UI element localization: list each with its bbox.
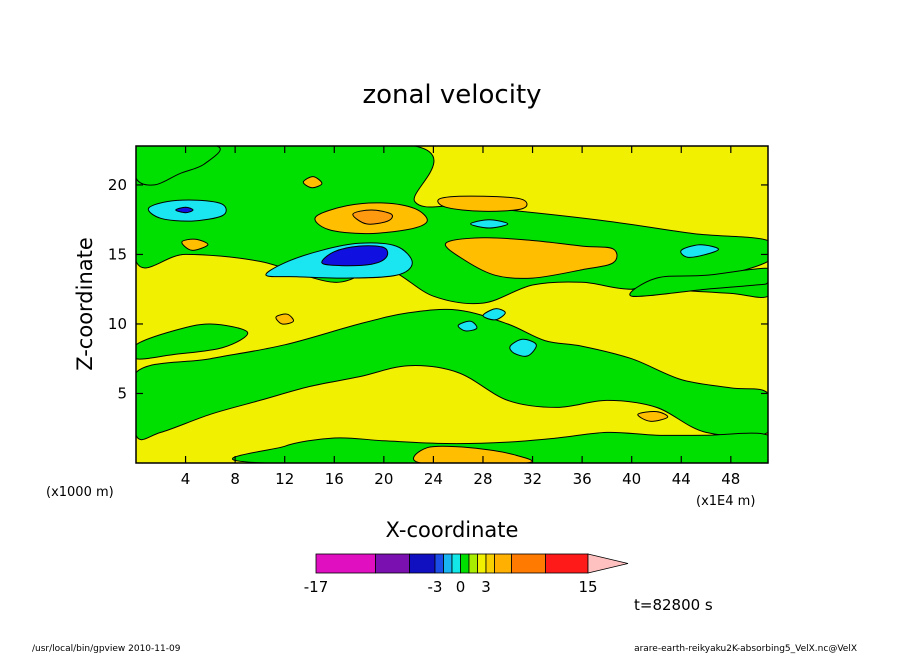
time-label: t=82800 s [634,596,713,614]
y-axis-ticks: 5 10 15 20 [108,176,768,402]
colorbar-segment [434,553,444,574]
colorbar-extend-arrow [587,553,629,574]
contour-region-strong_positive [444,237,618,279]
colorbar-segment [494,553,512,574]
colorbar-tick-label: -17 [304,578,329,596]
x-tick-label: 12 [275,470,294,488]
contour-region-strong_negative [175,206,194,214]
contour-region-stronger_positive [352,209,393,225]
colorbar-tick-label: 3 [481,578,491,596]
x-tick-label: 8 [230,470,240,488]
colorbar-segment [485,553,495,574]
x-tick-label: 20 [374,470,393,488]
colorbar-segment [315,553,376,574]
x-tick-label: 28 [473,470,492,488]
colorbar-segment [511,553,546,574]
y-tick-label: 20 [108,176,127,194]
contour-region-weak_negative [457,320,478,332]
colorbar-tick-label: 15 [578,578,597,596]
contour-region-weak_negative [482,308,506,321]
y-axis-label: Z-coordinate [73,237,97,371]
x-tick-label: 4 [181,470,191,488]
contour-region-moderate_positive [136,323,249,360]
plot-frame [135,145,769,464]
x-tick-label: 24 [424,470,443,488]
chart-title: zonal velocity [362,80,541,110]
colorbar-segment [375,553,410,574]
x-unit-note: (x1E4 m) [696,494,755,509]
x-axis-ticks: 4 8 12 16 20 24 28 32 36 40 44 48 [181,146,740,488]
contour-region-strong_positive [437,195,528,212]
footer-right: arare-earth-reikyaku2K-absorbing5_VelX.n… [634,644,857,654]
x-tick-label: 16 [325,470,344,488]
colorbar-segment [451,553,461,574]
contour-region-moderate_positive [232,431,768,463]
y-tick-label: 10 [108,315,127,333]
x-tick-label: 40 [622,470,641,488]
contour-region-weak_negative [509,338,537,357]
x-tick-label: 32 [523,470,542,488]
colorbar-segment [545,553,589,574]
x-tick-label: 48 [721,470,740,488]
contour-region-weak_negative [680,244,719,258]
x-tick-label: 36 [573,470,592,488]
contour-region-strong_positive [181,238,209,251]
contour-region-weak_negative [470,219,509,229]
colorbar-tick-label: 0 [456,578,466,596]
colorbar-segment [460,553,470,574]
contour-region-strong_positive [275,313,294,325]
footer-left: /usr/local/bin/gpview 2010-11-09 [32,644,181,654]
contour-plot-area [136,146,768,463]
contour-region-strong_positive [637,411,669,422]
x-tick-label: 44 [672,470,691,488]
colorbar-tick-label: -3 [428,578,443,596]
colorbar-tick-labels: -17 -3 0 3 15 [304,578,598,596]
colorbar-segment [409,553,436,574]
colorbar-segment [477,553,487,574]
y-tick-label: 15 [108,245,127,263]
contour-region-moderate_positive [629,267,768,297]
contour-region-strong_negative [321,245,389,267]
x-axis-label: X-coordinate [386,518,519,542]
y-tick-label: 5 [117,384,127,402]
colorbar-segment [443,553,453,574]
colorbar [315,553,629,574]
colorbar-segment [468,553,478,574]
contour-region-strong_positive [302,176,323,189]
y-unit-note: (x1000 m) [46,485,114,500]
